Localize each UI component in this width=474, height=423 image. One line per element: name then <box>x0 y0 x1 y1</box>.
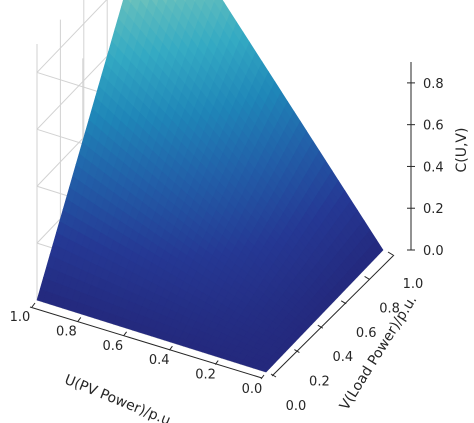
y-tick <box>364 275 370 280</box>
y-tick <box>270 373 277 378</box>
surface <box>36 0 384 373</box>
y-tick <box>317 324 324 329</box>
z-tick-label: 0.6 <box>423 119 444 134</box>
x-tick-label: 0.4 <box>149 353 170 368</box>
x-tick <box>260 374 265 380</box>
grid-line <box>36 0 108 73</box>
y-tick <box>340 300 347 305</box>
y-tick-label: 0.6 <box>356 326 377 341</box>
x-tick <box>77 317 82 322</box>
surface-cell <box>373 239 384 254</box>
y-axis-line <box>271 254 395 377</box>
z-tick-label: 0.4 <box>423 160 444 175</box>
z-tick-label: 0.8 <box>423 77 444 92</box>
y-tick-label: 0.8 <box>379 301 400 316</box>
axes: 0.00.20.40.60.81.00.00.20.40.60.81.00.00… <box>10 62 444 414</box>
y-tick-label: 1.0 <box>403 277 424 292</box>
x-tick-label: 1.0 <box>10 310 31 325</box>
z-tick-label: 0.2 <box>423 202 444 217</box>
x-tick <box>31 302 36 308</box>
y-tick-label: 0.2 <box>309 375 330 390</box>
x-tick <box>123 331 127 337</box>
y-tick-label: 0.4 <box>332 350 353 365</box>
y-tick-label: 0.0 <box>286 399 307 414</box>
z-axis-label: C(U,V) <box>454 128 470 173</box>
z-tick-label: 0.0 <box>423 244 444 259</box>
x-tick-label: 0.8 <box>56 324 77 339</box>
y-tick <box>387 251 394 256</box>
x-tick-label: 0.0 <box>242 382 263 397</box>
x-tick-label: 0.2 <box>195 368 216 383</box>
x-axis-label: U(PV Power)/p.u. <box>62 372 177 423</box>
x-tick <box>214 360 219 365</box>
y-tick <box>294 349 300 354</box>
x-tick-label: 0.6 <box>102 339 123 354</box>
x-axis-line <box>29 306 263 379</box>
x-tick <box>168 345 173 351</box>
